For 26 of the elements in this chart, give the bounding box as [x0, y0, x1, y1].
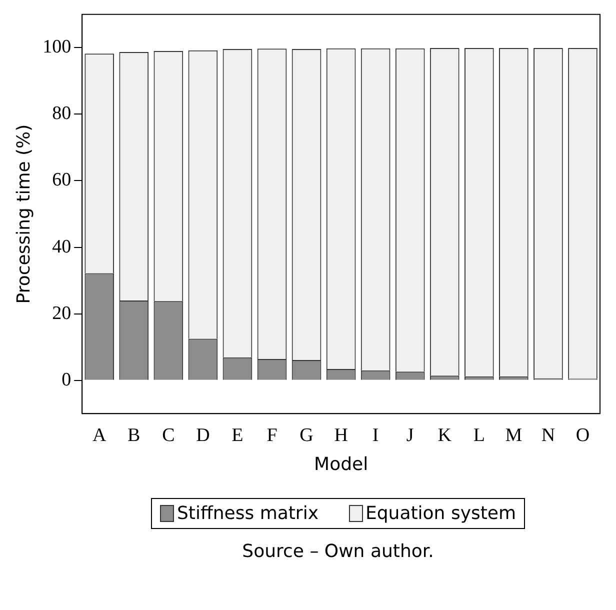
x-tick-label: N — [541, 424, 556, 446]
x-tick-label: C — [162, 424, 175, 446]
y-tick-label: 60 — [52, 170, 72, 191]
source-note: Source – Own author. — [241, 541, 435, 562]
y-tick-label: 40 — [52, 236, 72, 258]
x-tick-label: J — [406, 424, 414, 446]
y-tick-label: 80 — [52, 103, 72, 124]
x-axis-title: Model — [314, 454, 368, 475]
y-tick-label: 0 — [62, 369, 72, 390]
x-tick-label: L — [473, 424, 485, 446]
x-tick-label: D — [196, 424, 210, 446]
y-tick-label: 100 — [42, 36, 72, 58]
legend-label: Equation system — [366, 503, 516, 524]
legend-label: Stiffness matrix — [176, 503, 318, 524]
y-axis-title: Processing time (%) — [13, 124, 34, 304]
x-tick-label: M — [505, 424, 522, 446]
x-tick-label: A — [92, 424, 106, 446]
x-tick-label: K — [438, 424, 452, 446]
x-tick-label: E — [232, 424, 244, 446]
y-tick-label: 20 — [52, 302, 72, 324]
x-tick-label: I — [372, 424, 379, 446]
x-tick-label: F — [266, 424, 278, 446]
x-tick-label: H — [334, 424, 348, 446]
x-tick-label: O — [576, 424, 590, 446]
x-tick-label: B — [128, 424, 140, 446]
x-tick-label: G — [300, 424, 314, 446]
